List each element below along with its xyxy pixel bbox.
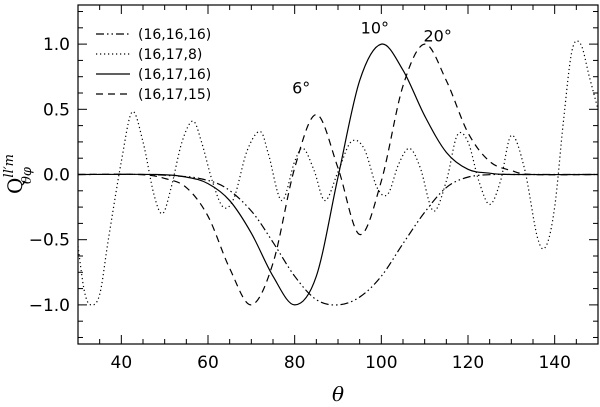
y-axis-title-main: Q: [3, 178, 27, 194]
legend: (16,16,16) (16,17,8) (16,17,16) (16,17,15): [96, 27, 211, 103]
annotation-label: 10°: [361, 19, 389, 38]
annotation-label: 6°: [292, 79, 310, 98]
series-line-16-17-8: [78, 40, 598, 306]
annotation-label: 20°: [423, 27, 451, 46]
y-tick-label: −0.5: [29, 231, 70, 251]
y-axis-title-sup: ll′m: [2, 154, 17, 178]
x-tick-label: 100: [365, 353, 397, 373]
x-tick-label: 80: [284, 353, 306, 373]
x-axis-title: θ: [332, 382, 344, 406]
y-tick-label: 1.0: [43, 35, 70, 55]
y-axis-title-sub: θφ: [20, 166, 35, 184]
x-tick-label: 60: [197, 353, 219, 373]
legend-label: (16,16,16): [138, 27, 211, 43]
x-tick-label: 120: [452, 353, 484, 373]
series-line-16-17-16: [78, 43, 598, 306]
legend-label: (16,17,15): [138, 87, 211, 103]
legend-label: (16,17,16): [138, 67, 211, 83]
y-tick-label: 0.5: [43, 100, 70, 120]
annotations: 6° 10° 20°: [292, 19, 452, 98]
y-axis-title: Qll′m θφ: [2, 154, 35, 194]
series-line-16-16-16: [78, 173, 598, 306]
x-tick-label: 140: [538, 353, 570, 373]
legend-label: (16,17,8): [138, 47, 202, 63]
svg-text:Qll′mθφ: Qll′m θφ: [2, 154, 35, 194]
series-line-16-17-15: [78, 43, 598, 306]
y-tick-label: −1.0: [29, 296, 70, 316]
ticks: 40 60 80 100 120 140 −1.0 −0.5 0.0 0.5 1.0: [29, 5, 599, 373]
y-tick-label: 0.0: [43, 166, 70, 186]
series-group: [78, 40, 598, 306]
x-tick-label: 40: [111, 353, 133, 373]
